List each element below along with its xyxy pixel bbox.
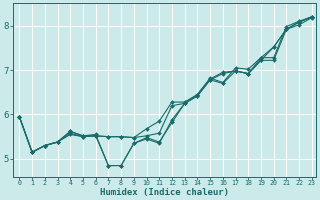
X-axis label: Humidex (Indice chaleur): Humidex (Indice chaleur) — [100, 188, 229, 197]
